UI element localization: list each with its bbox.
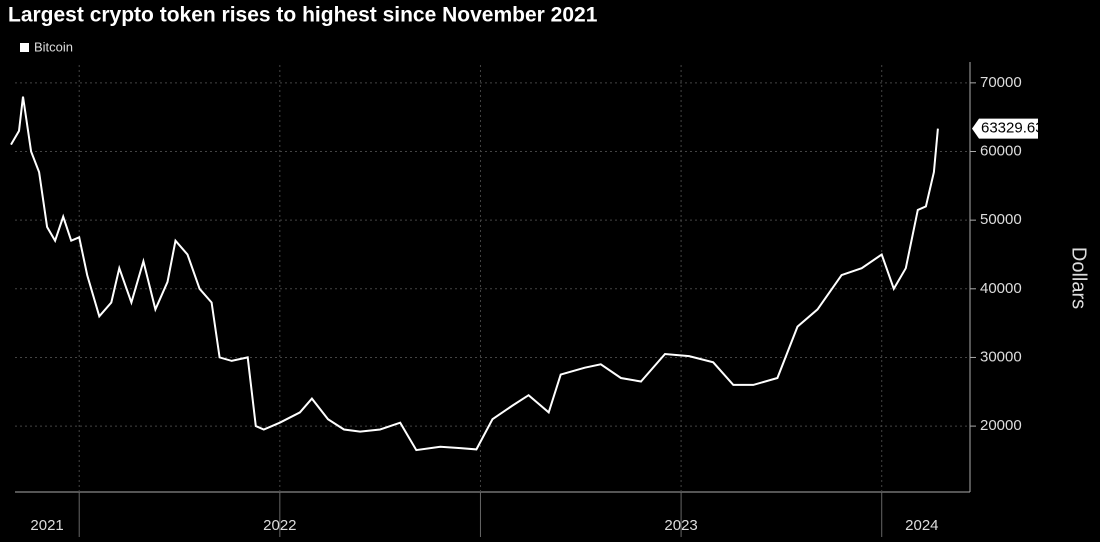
legend-swatch — [20, 43, 29, 52]
y-tick-label: 20000 — [980, 417, 1022, 434]
y-tick-label: 50000 — [980, 211, 1022, 228]
y-tick-label: 70000 — [980, 74, 1022, 91]
legend-label: Bitcoin — [34, 39, 73, 54]
y-tick-label: 60000 — [980, 142, 1022, 159]
y-tick-label: 30000 — [980, 348, 1022, 365]
series-line — [10, 96, 939, 452]
x-tick-label: 2023 — [664, 517, 697, 534]
y-tick-label: 40000 — [980, 280, 1022, 297]
last-value-label: 63329.63 — [981, 120, 1044, 137]
x-tick-label: 2022 — [263, 517, 296, 534]
y-axis-label: Dollars — [1068, 247, 1090, 309]
x-tick-label: 2024 — [905, 517, 938, 534]
x-tick-label: 2021 — [30, 517, 63, 534]
chart-title: Largest crypto token rises to highest si… — [8, 4, 598, 27]
last-value-box — [972, 118, 1038, 139]
